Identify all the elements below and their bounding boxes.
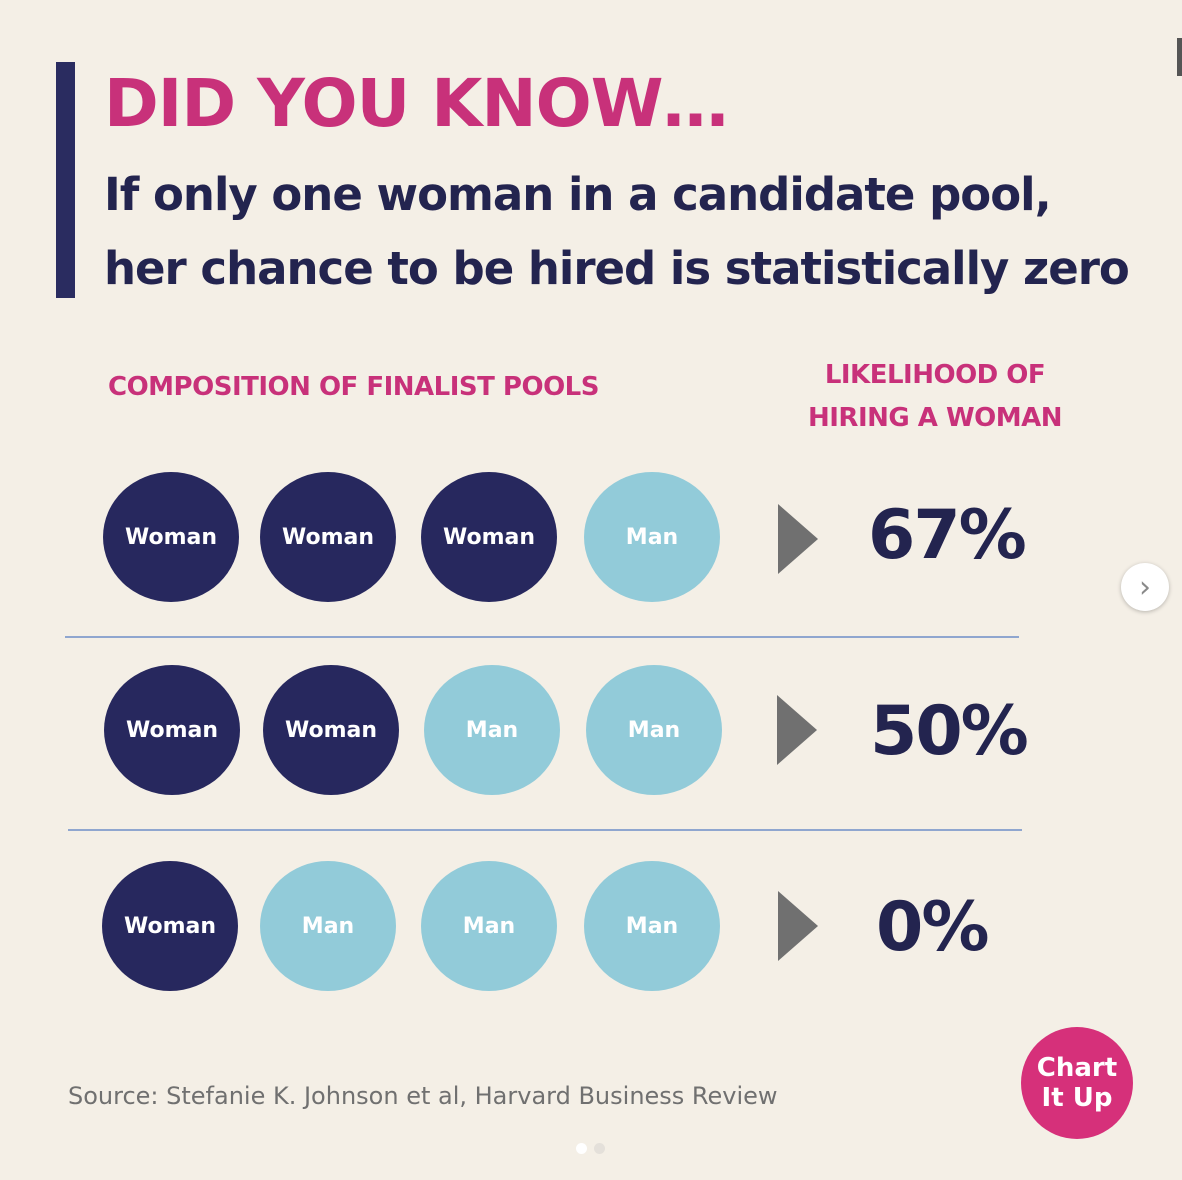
pool-member: Man: [260, 861, 396, 991]
carousel-dots: [576, 1143, 605, 1154]
logo-line-1: Chart: [1021, 1053, 1133, 1083]
composition-label: COMPOSITION OF FINALIST POOLS: [108, 372, 599, 402]
edge-tab: [1177, 38, 1182, 76]
pool-member: Woman: [103, 472, 239, 602]
pool-member: Woman: [260, 472, 396, 602]
next-slide-button[interactable]: ›: [1121, 563, 1169, 611]
row-divider: [68, 829, 1022, 831]
likelihood-label-line-1: LIKELIHOOD OF: [780, 354, 1090, 397]
pool-member: Man: [421, 861, 557, 991]
subhead: If only one woman in a candidate pool, h…: [104, 158, 1129, 306]
likelihood-label: LIKELIHOOD OF HIRING A WOMAN: [780, 354, 1090, 440]
pool-row-1: Woman Woman Woman Man 67%: [0, 472, 1100, 612]
pool-row-2: Woman Woman Man Man 50%: [0, 665, 1100, 805]
likelihood-value: 67%: [868, 496, 1025, 575]
chevron-right-icon: ›: [1139, 570, 1151, 605]
pool-member: Man: [584, 861, 720, 991]
headline: DID YOU KNOW…: [104, 64, 728, 144]
accent-bar: [56, 62, 75, 298]
likelihood-value: 50%: [870, 692, 1027, 771]
subhead-line-2: her chance to be hired is statistically …: [104, 232, 1129, 306]
pool-member: Man: [424, 665, 560, 795]
arrow-right-icon: [778, 504, 818, 574]
source-note: Source: Stefanie K. Johnson et al, Harva…: [68, 1082, 778, 1110]
pool-member: Woman: [263, 665, 399, 795]
likelihood-label-line-2: HIRING A WOMAN: [780, 397, 1090, 440]
pool-member: Woman: [421, 472, 557, 602]
pool-member: Man: [584, 472, 720, 602]
arrow-right-icon: [778, 891, 818, 961]
carousel-dot-active[interactable]: [576, 1143, 587, 1154]
carousel-dot[interactable]: [594, 1143, 605, 1154]
likelihood-value: 0%: [876, 888, 987, 967]
pool-row-3: Woman Man Man Man 0%: [0, 861, 1100, 1001]
row-divider: [65, 636, 1019, 638]
arrow-right-icon: [777, 695, 817, 765]
pool-member: Woman: [102, 861, 238, 991]
chart-it-up-logo[interactable]: Chart It Up: [1021, 1027, 1133, 1139]
pool-member: Woman: [104, 665, 240, 795]
subhead-line-1: If only one woman in a candidate pool,: [104, 158, 1129, 232]
pool-member: Man: [586, 665, 722, 795]
logo-line-2: It Up: [1021, 1083, 1133, 1113]
